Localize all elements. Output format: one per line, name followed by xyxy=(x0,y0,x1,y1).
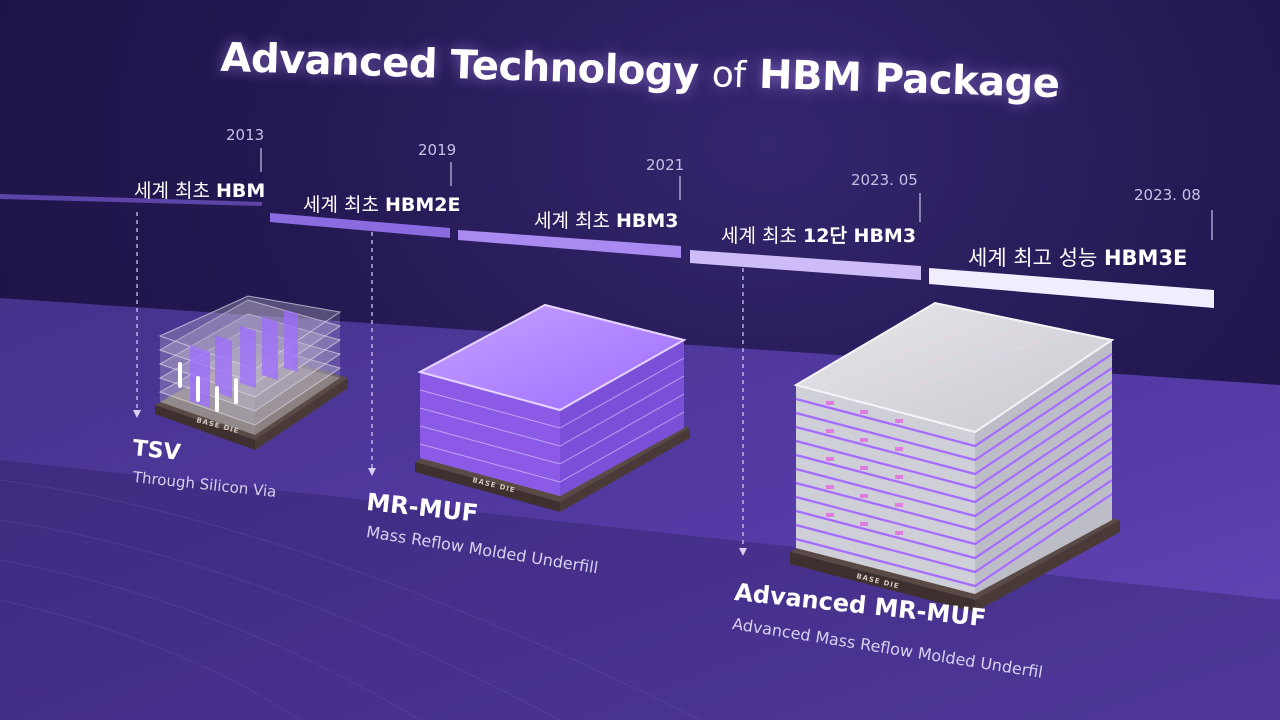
milestone-product-3: HBM3 xyxy=(616,210,679,232)
timeline-bar-1 xyxy=(0,194,262,206)
milestone-product-2: HBM2E xyxy=(385,194,461,216)
timeline-bar-4 xyxy=(690,250,921,280)
title-suffix: HBM Package xyxy=(758,51,1061,108)
floor-lines xyxy=(0,479,701,720)
guide-arrowheads xyxy=(133,410,747,556)
milestone-label-2: 세계 최초 HBM2E xyxy=(303,190,461,217)
milestone-year-1: 2013 xyxy=(226,126,265,144)
timeline-bar-3 xyxy=(458,230,681,258)
milestone-label-4: 세계 최초 12단 HBM3 xyxy=(721,221,916,248)
milestone-year-3: 2021 xyxy=(646,156,685,174)
timeline-bar-5 xyxy=(929,268,1214,308)
milestone-label-1: 세계 최초 HBM xyxy=(134,176,265,203)
dashed-guides xyxy=(136,212,744,548)
year-ticks xyxy=(260,148,1213,240)
tsv-package: BASE DIE xyxy=(155,295,348,450)
milestone-prefix-2: 세계 최초 xyxy=(303,194,379,216)
tech-name-tsv: TSV xyxy=(131,436,182,466)
timeline-bar-2 xyxy=(270,213,450,238)
floor-shade xyxy=(0,460,1280,720)
milestone-prefix-4: 세계 최초 xyxy=(721,225,797,247)
milestone-product-5: HBM3E xyxy=(1103,246,1188,270)
milestone-product-1: HBM xyxy=(216,180,266,202)
milestone-label-5: 세계 최고 성능 HBM3E xyxy=(968,242,1187,272)
mrmuf-package: BASE DIE xyxy=(415,303,690,512)
advanced-mrmuf-package: BASE DIE xyxy=(790,301,1120,612)
milestone-prefix-1: 세계 최초 xyxy=(134,180,210,202)
milestone-prefix-5: 세계 최고 성능 xyxy=(968,246,1098,270)
milestone-year-2: 2019 xyxy=(418,141,457,159)
title-of: of xyxy=(711,54,747,97)
milestone-label-3: 세계 최초 HBM3 xyxy=(534,206,679,233)
milestone-year-4: 2023. 05 xyxy=(851,171,918,189)
milestone-product-4: 12단 HBM3 xyxy=(803,225,917,247)
milestone-year-5: 2023. 08 xyxy=(1134,186,1201,204)
milestone-prefix-3: 세계 최초 xyxy=(534,210,610,232)
timeline-bars xyxy=(0,194,1214,308)
